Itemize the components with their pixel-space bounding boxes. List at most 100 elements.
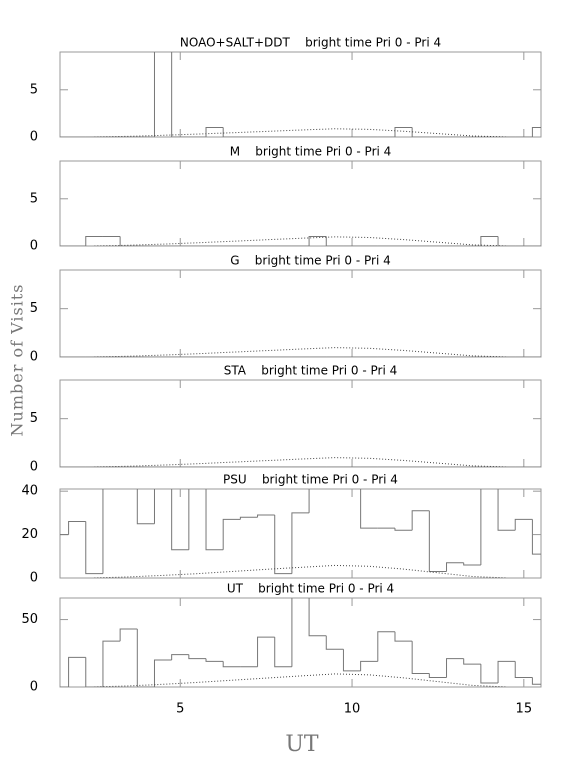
histogram-bin — [153, 659, 172, 687]
histogram-bin — [497, 660, 516, 683]
plot-area — [60, 347, 541, 357]
histogram-bin — [514, 661, 533, 679]
histogram-bin — [171, 489, 189, 551]
histogram-bin — [188, 489, 190, 550]
histogram-bin — [514, 518, 533, 531]
histogram-bin — [119, 236, 138, 246]
histogram-bin — [205, 127, 224, 137]
expected-curve — [94, 457, 507, 467]
frame — [59, 488, 542, 579]
histogram-bin — [531, 519, 541, 555]
histogram-bin — [205, 489, 224, 551]
histogram-bin — [428, 510, 447, 572]
y-tick-label: 50 — [21, 612, 38, 627]
histogram-bin — [188, 654, 207, 660]
plot-area — [60, 236, 541, 246]
histogram-bin — [102, 640, 121, 687]
histogram-bin — [394, 528, 413, 531]
frame — [59, 597, 542, 688]
frame — [59, 379, 542, 468]
histogram-bin — [222, 518, 241, 550]
panel-title: M bright time Pri 0 - Pri 4 — [230, 145, 392, 159]
panel-title: STA bright time Pri 0 - Pri 4 — [224, 364, 397, 378]
histogram-bin — [85, 657, 103, 687]
y-tick-label: 0 — [30, 460, 38, 475]
y-tick-label: 40 — [21, 484, 38, 499]
histogram-bin — [531, 127, 541, 137]
histogram-bin — [239, 516, 258, 520]
histogram-bin — [257, 514, 275, 518]
histogram-bin — [308, 236, 327, 246]
histogram-bin — [377, 631, 395, 662]
y-tick-label: 5 — [30, 301, 38, 316]
histogram-bin — [463, 658, 481, 665]
histogram-bin — [274, 515, 292, 575]
y-tick-label: 0 — [30, 680, 38, 695]
histogram-bin — [85, 236, 103, 246]
histogram-bin — [102, 489, 104, 574]
histogram-bin — [205, 658, 224, 662]
y-tick-label: 5 — [30, 191, 38, 206]
histogram-bin — [480, 664, 499, 684]
y-tick-label: 0 — [30, 130, 38, 145]
panel-title: PSU bright time Pri 0 - Pri 4 — [223, 473, 398, 487]
x-tick-label: 15 — [516, 702, 533, 717]
histogram-bin — [497, 489, 516, 531]
panel-title: G bright time Pri 0 - Pri 4 — [230, 254, 391, 268]
frame — [59, 269, 542, 358]
histogram-bin — [136, 629, 155, 687]
histogram-bin — [360, 660, 378, 671]
histogram-bin — [480, 489, 482, 565]
histogram-bin — [222, 127, 241, 137]
expected-curve — [94, 128, 507, 137]
expected-curve — [94, 236, 507, 246]
histogram-bin — [171, 654, 189, 661]
histogram-bin — [411, 127, 430, 137]
panel-title: UT bright time Pri 0 - Pri 4 — [227, 582, 394, 596]
y-tick-label: 0 — [30, 571, 38, 586]
frame — [59, 51, 542, 138]
panel-title: NOAO+SALT+DDT bright time Pri 0 - Pri 4 — [180, 36, 441, 50]
y-tick-label: 20 — [21, 527, 38, 542]
frame — [59, 160, 542, 247]
histogram-bin — [291, 598, 293, 667]
histogram-bin — [411, 641, 430, 675]
histogram-bin — [68, 656, 86, 687]
plot-area — [60, 52, 541, 137]
histogram-bin — [153, 52, 155, 137]
histogram-bin — [68, 521, 86, 535]
plot-area — [60, 489, 541, 578]
histogram-bin — [428, 673, 447, 679]
histogram-bin — [446, 562, 464, 572]
x-axis-label: UT — [285, 732, 319, 757]
histogram-bin — [411, 510, 430, 531]
histogram-bin — [308, 489, 310, 513]
expected-curve — [94, 673, 507, 687]
histogram-bin — [274, 637, 292, 668]
y-axis-label: Number of Visits — [8, 284, 27, 437]
histogram-bin — [342, 649, 361, 672]
histogram-bin — [446, 658, 464, 678]
histogram-bin — [257, 636, 275, 667]
histogram-bin — [291, 512, 310, 574]
histogram-bin — [394, 127, 413, 137]
histogram-bin — [360, 489, 378, 529]
histogram-bin — [463, 562, 481, 566]
histogram-bin — [480, 236, 499, 246]
histogram-bin — [119, 628, 138, 642]
x-tick-label: 10 — [344, 702, 361, 717]
histogram-bin — [308, 598, 327, 637]
histogram-bin — [497, 236, 516, 246]
y-tick-label: 5 — [30, 82, 38, 97]
histogram-bin — [531, 677, 541, 685]
histogram-bin — [222, 661, 241, 668]
histogram-bin — [153, 489, 155, 524]
x-tick-label: 5 — [176, 702, 184, 717]
expected-curve — [94, 347, 507, 357]
plot-area — [60, 457, 541, 467]
histogram-bin — [136, 489, 155, 525]
y-tick-label: 0 — [30, 350, 38, 365]
plot-area — [60, 598, 541, 687]
histogram-bin — [325, 236, 344, 246]
